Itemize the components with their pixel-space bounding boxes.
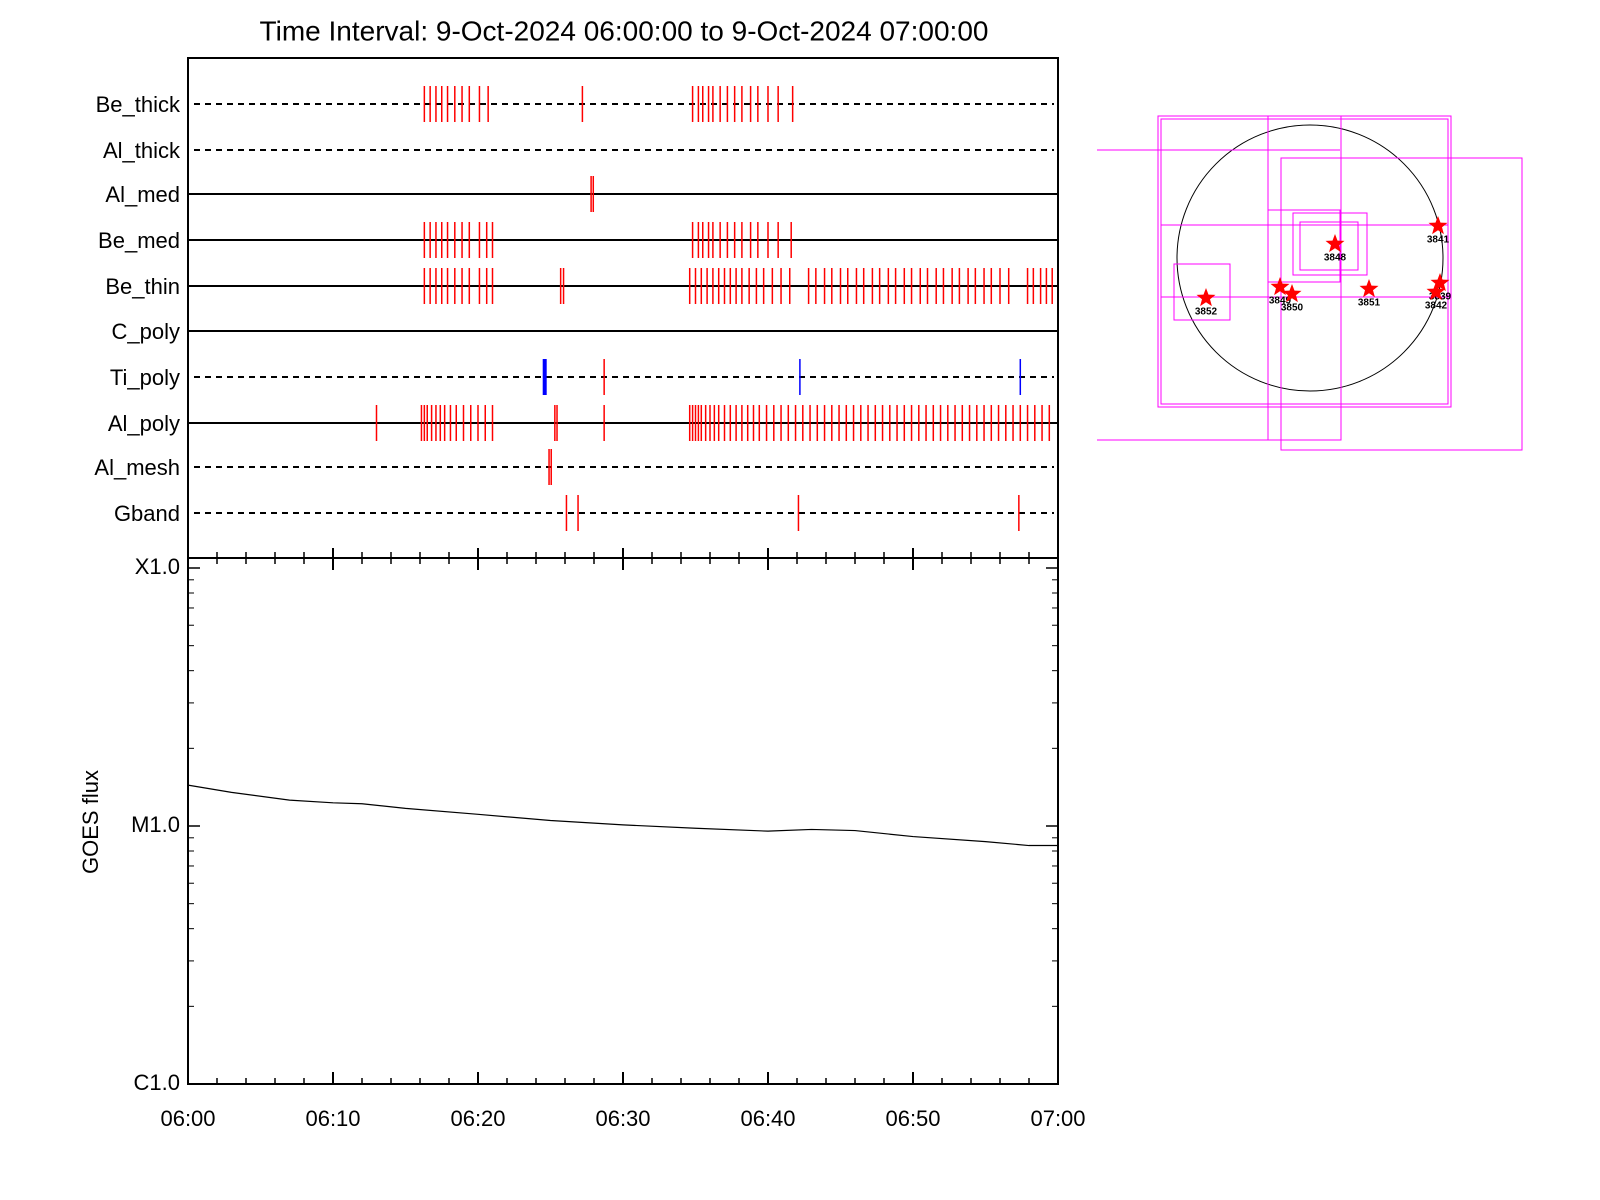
- region-label: 3848: [1324, 253, 1347, 264]
- x-tick-label: 06:40: [740, 1106, 795, 1131]
- row-label: Al_med: [105, 182, 180, 207]
- region-label: 3841: [1427, 235, 1450, 246]
- region-label: 3849: [1269, 296, 1292, 307]
- region-star: [1282, 284, 1302, 303]
- y-tick-label: M1.0: [131, 812, 180, 837]
- region-label: 3850: [1281, 303, 1304, 314]
- chart-title: Time Interval: 9-Oct-2024 06:00:00 to 9-…: [260, 15, 989, 46]
- x-tick-label: 06:30: [595, 1106, 650, 1131]
- region-star: [1270, 277, 1290, 296]
- panel-frame: [187, 57, 1059, 559]
- x-tick-label: 06:00: [160, 1106, 215, 1131]
- y-tick-label: X1.0: [135, 554, 180, 579]
- fov-box: [1157, 115, 1452, 408]
- row-label: Al_poly: [108, 411, 180, 436]
- x-tick-label: 06:20: [450, 1106, 505, 1131]
- fov-box: [1299, 221, 1359, 271]
- solar-disk: [1176, 124, 1444, 392]
- x-tick-label: 06:10: [305, 1106, 360, 1131]
- row-label: Be_med: [98, 228, 180, 253]
- fov-box: [1173, 263, 1231, 321]
- region-star: [1430, 273, 1450, 292]
- fov-box: [1280, 157, 1523, 451]
- panel-frame: [187, 557, 1059, 1085]
- y-tick-label: C1.0: [134, 1070, 180, 1095]
- row-label: Be_thin: [105, 274, 180, 299]
- x-tick-label: 06:50: [885, 1106, 940, 1131]
- region-label: 3842: [1425, 301, 1448, 312]
- x-tick-label: 07:00: [1030, 1106, 1085, 1131]
- region-label: 3852: [1195, 307, 1218, 318]
- region-star: [1196, 288, 1216, 307]
- fov-box: [1267, 209, 1341, 283]
- solar-map: [1097, 115, 1523, 451]
- y-axis-label: GOES flux: [78, 770, 103, 874]
- row-label: Gband: [114, 501, 180, 526]
- row-label: Al_thick: [103, 138, 181, 163]
- region-star: [1426, 282, 1446, 301]
- fov-box: [1292, 212, 1368, 276]
- row-label: Be_thick: [96, 92, 181, 117]
- row-label: Al_mesh: [94, 455, 180, 480]
- fov-box: [1267, 115, 1342, 441]
- region-label: 3851: [1358, 298, 1381, 309]
- region-star: [1359, 279, 1379, 298]
- region-star: [1428, 216, 1448, 235]
- row-label: Ti_poly: [110, 365, 180, 390]
- row-label: C_poly: [112, 319, 180, 344]
- region-star: [1325, 234, 1345, 253]
- flux-line: [187, 784, 1058, 847]
- fov-box: [1160, 118, 1449, 405]
